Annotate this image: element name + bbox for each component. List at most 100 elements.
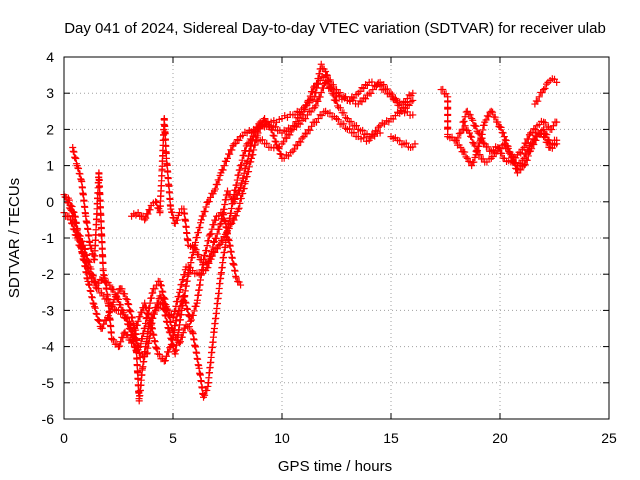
data-point <box>500 140 508 148</box>
x-tick-label: 5 <box>169 430 177 446</box>
data-point <box>124 300 132 308</box>
data-point <box>240 169 248 177</box>
data-point <box>540 86 548 94</box>
data-point <box>295 114 303 122</box>
data-point <box>113 293 121 301</box>
data-point <box>128 313 136 321</box>
data-point <box>340 109 348 117</box>
data-point <box>210 221 218 229</box>
data-point <box>372 83 380 91</box>
data-point <box>375 123 383 131</box>
data-point <box>212 234 220 242</box>
data-point <box>213 245 221 253</box>
data-point <box>264 118 272 126</box>
data-point <box>323 71 331 79</box>
data-point <box>461 148 469 156</box>
data-point <box>359 126 367 134</box>
data-point <box>150 331 158 339</box>
data-point <box>292 118 300 126</box>
data-point <box>231 186 239 194</box>
data-point <box>442 90 450 98</box>
data-point <box>159 288 167 296</box>
data-point <box>146 317 154 325</box>
data-point <box>308 122 316 130</box>
data-point <box>396 137 404 145</box>
data-point <box>208 248 216 256</box>
data-point <box>70 208 78 216</box>
data-point <box>513 169 521 177</box>
data-point <box>553 140 561 148</box>
data-point <box>517 166 525 174</box>
data-point <box>165 348 173 356</box>
data-point <box>336 89 344 97</box>
data-point <box>283 134 291 142</box>
x-tick-label: 0 <box>60 430 68 446</box>
data-point <box>215 176 223 184</box>
data-point <box>226 150 234 158</box>
data-point <box>133 321 141 329</box>
data-point <box>175 307 183 315</box>
data-point <box>234 205 242 213</box>
data-point <box>313 118 321 126</box>
data-point <box>69 147 77 155</box>
data-point <box>269 131 277 139</box>
data-point <box>176 338 184 346</box>
data-point <box>92 310 100 318</box>
data-point <box>500 133 508 141</box>
axis-ticks <box>63 56 610 420</box>
y-tick-label: 1 <box>46 158 54 174</box>
data-point <box>156 277 164 285</box>
data-point <box>65 196 73 204</box>
data-point <box>534 97 542 105</box>
data-point <box>317 60 325 68</box>
data-point <box>236 199 244 207</box>
data-point <box>196 223 204 231</box>
data-point <box>275 145 283 153</box>
data-point <box>334 116 342 124</box>
data-point <box>369 86 377 94</box>
data-point <box>124 320 132 328</box>
data-point <box>89 274 97 282</box>
data-point <box>243 158 251 166</box>
data-point <box>68 203 76 211</box>
data-point <box>136 313 144 321</box>
data-point <box>388 91 396 99</box>
data-point <box>360 134 368 142</box>
data-point <box>212 216 220 224</box>
data-point <box>373 127 381 135</box>
data-point <box>312 102 320 110</box>
data-point <box>213 180 221 188</box>
data-point <box>541 84 549 92</box>
data-point <box>149 330 157 338</box>
data-point <box>126 325 134 333</box>
data-point <box>205 257 213 265</box>
data-point <box>85 280 93 288</box>
data-point <box>206 252 214 260</box>
data-point <box>237 281 245 289</box>
data-point <box>216 221 224 229</box>
data-point <box>211 185 219 193</box>
data-point <box>402 139 410 147</box>
data-point <box>362 95 370 103</box>
data-point <box>261 115 269 123</box>
data-point <box>203 242 211 250</box>
plot-frame <box>63 56 610 420</box>
data-point <box>205 198 213 206</box>
series-track-3 <box>64 71 417 361</box>
data-point <box>271 137 279 145</box>
data-point <box>553 118 561 126</box>
data-point <box>88 294 96 302</box>
data-point <box>71 153 79 161</box>
data-point <box>157 294 165 302</box>
series-track-5 <box>128 107 417 267</box>
data-point <box>517 149 525 157</box>
data-point <box>318 112 326 120</box>
data-point <box>232 274 240 282</box>
data-point <box>181 293 189 301</box>
data-point <box>342 93 350 101</box>
data-point <box>192 302 200 310</box>
data-point <box>457 129 465 137</box>
data-point <box>487 107 495 115</box>
data-point <box>176 339 184 347</box>
data-point <box>439 85 447 93</box>
